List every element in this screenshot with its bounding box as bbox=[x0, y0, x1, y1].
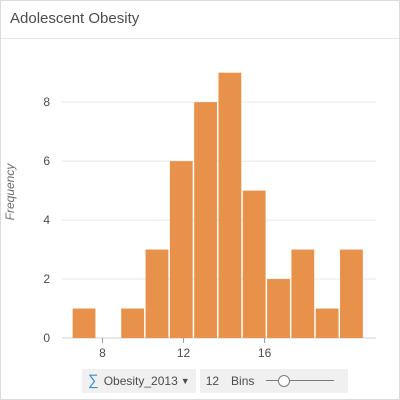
y-tick-label: 4 bbox=[43, 213, 50, 227]
y-tick-label: 8 bbox=[43, 95, 50, 109]
histogram-bar[interactable] bbox=[145, 249, 169, 338]
x-tick-label: 8 bbox=[99, 346, 106, 360]
sigma-icon: ∑ bbox=[88, 372, 99, 389]
caret-down-icon: ▼ bbox=[180, 376, 190, 386]
y-tick-label: 6 bbox=[43, 154, 50, 168]
histogram-bar[interactable] bbox=[291, 249, 315, 338]
histogram-bar[interactable] bbox=[315, 308, 339, 338]
histogram-bar[interactable] bbox=[242, 190, 266, 338]
axes: 0 2 4 6 8 8 12 16 bbox=[43, 95, 271, 360]
bins-slider-thumb[interactable] bbox=[277, 375, 290, 387]
y-tick-label: 0 bbox=[43, 331, 50, 345]
histogram-bar[interactable] bbox=[218, 72, 242, 338]
x-tick-label: 16 bbox=[258, 346, 272, 360]
y-axis-title: Frequency bbox=[3, 163, 17, 221]
bins-label: Bins bbox=[231, 374, 255, 388]
bins-control: 12 Bins bbox=[199, 369, 349, 393]
field-name-label: Obesity_2013 bbox=[103, 374, 178, 388]
bins-count-value: 12 bbox=[205, 374, 220, 388]
x-tick-label: 12 bbox=[177, 346, 191, 360]
histogram-bar[interactable] bbox=[194, 102, 217, 339]
histogram-bar[interactable] bbox=[169, 161, 193, 338]
histogram-chart: 0 2 4 6 8 8 12 16 Frequency bbox=[3, 72, 376, 360]
chart-footer: ∑ Obesity_2013 ▼ 12 Bins bbox=[82, 369, 349, 393]
histogram-bar[interactable] bbox=[121, 308, 145, 338]
histogram-bar[interactable] bbox=[72, 308, 96, 338]
histogram-bars bbox=[72, 72, 363, 339]
bins-slider-track bbox=[266, 380, 335, 381]
bins-slider[interactable] bbox=[266, 369, 335, 393]
y-tick-label: 2 bbox=[43, 272, 50, 286]
histogram-bar[interactable] bbox=[267, 279, 290, 338]
title-divider bbox=[1, 38, 399, 39]
card-title: Adolescent Obesity bbox=[10, 10, 140, 27]
histogram-bar[interactable] bbox=[340, 249, 363, 338]
field-selector-button[interactable]: ∑ Obesity_2013 ▼ bbox=[82, 369, 196, 393]
